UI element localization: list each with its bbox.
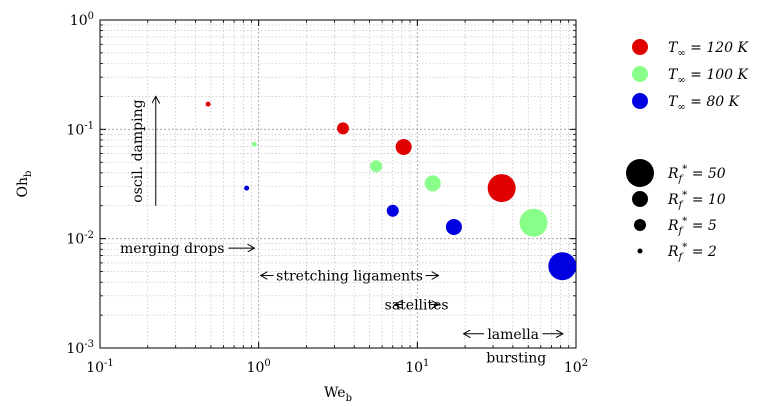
y-tick-label: 10-3​: [66, 339, 94, 357]
legend-marker: [632, 66, 648, 82]
y-tick-label: 10-2​: [66, 230, 94, 248]
data-point: [548, 252, 577, 281]
x-tick-label: 10-1​: [86, 358, 114, 376]
legend-size-label: Rf* = 10: [667, 190, 726, 211]
data-point: [395, 138, 412, 155]
legend-size-marker: [626, 159, 654, 187]
data-point: [205, 101, 211, 107]
data-point: [244, 185, 250, 191]
data-point: [386, 204, 399, 217]
x-tick-labels: 10-1​ 100​ 101​ 102​: [86, 358, 588, 376]
legend: T∞ = 120 K T∞ = 100 K T∞ = 80 K Rf* = 50 Rf*…: [626, 39, 749, 263]
legend-size-marker: [634, 219, 646, 231]
annotations: oscil. damping merging drops stretching li…: [120, 96, 563, 366]
legend-label: T∞ = 80 K: [668, 94, 741, 113]
plot-frame: [99, 19, 577, 349]
legend-size-label: Rf* = 5: [667, 216, 717, 237]
data-point: [336, 122, 349, 135]
annotation-label: merging drops: [120, 241, 224, 257]
legend-size-label: Rf* = 50: [667, 164, 726, 185]
data-point: [445, 218, 462, 235]
data-point: [251, 141, 257, 147]
x-axis-title: Web​: [324, 385, 352, 404]
x-tick-label: 100​: [247, 358, 271, 376]
y-axis-title: Ohb​: [15, 171, 34, 198]
data-point: [519, 208, 548, 237]
annotation-label: oscil. damping: [130, 99, 146, 202]
data-point: [370, 160, 383, 173]
legend-size-label: Rf* = 2: [667, 242, 717, 263]
legend-label: T∞ = 120 K: [668, 40, 749, 59]
legend-size-marker: [632, 191, 648, 207]
legend-marker: [632, 93, 648, 109]
annotation-label: satellites: [385, 297, 449, 313]
y-tick-labels: 10-3​ 10-2​ 10-1​ 100​: [66, 11, 94, 357]
legend-marker: [632, 39, 648, 55]
legend-label: T∞ = 100 K: [668, 67, 749, 86]
x-tick-label: 102​: [564, 358, 588, 376]
y-tick-label: 10-1​: [66, 120, 94, 138]
annotation-label: lamella: [487, 327, 539, 343]
axis-ticks: [99, 19, 577, 349]
data-point: [487, 174, 516, 203]
annotation-label: bursting: [486, 350, 546, 366]
annotation-label: stretching ligaments: [276, 269, 423, 285]
x-tick-label: 101​: [405, 358, 429, 376]
data-point: [424, 175, 441, 192]
data-points: [205, 101, 577, 281]
legend-size-marker: [637, 248, 643, 254]
y-tick-label: 100​: [70, 11, 94, 29]
